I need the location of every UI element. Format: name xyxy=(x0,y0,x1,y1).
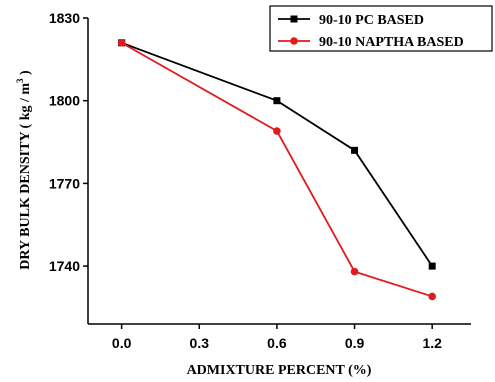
legend-box xyxy=(269,5,493,52)
legend-label-pc: 90-10 PC BASED xyxy=(319,13,424,28)
data-point-1 xyxy=(117,39,126,47)
legend-marker-pc xyxy=(290,15,298,23)
x-tick-label: 0.9 xyxy=(345,335,365,351)
y-tick-label: 1740 xyxy=(49,258,80,274)
data-point-1 xyxy=(273,127,281,135)
y-tick-label: 1770 xyxy=(49,175,80,191)
y-axis-title-main: DRY BULK DENSITY ( kg / m xyxy=(18,83,33,270)
series-line-0 xyxy=(121,41,433,267)
series-line-1 xyxy=(121,42,433,298)
y-axis-title-superscript: 3 xyxy=(15,78,25,83)
y-ticks: 1740 1770 1800 1830 xyxy=(49,10,88,274)
data-point-1 xyxy=(428,292,436,301)
x-tick-label: 1.2 xyxy=(422,335,442,351)
series-layer xyxy=(117,39,436,301)
y-axis-title: DRY BULK DENSITY ( kg / m3 ) xyxy=(15,70,33,270)
legend-label-naptha: 90-10 NAPTHA BASED xyxy=(319,35,464,50)
x-tick-label: 0.6 xyxy=(267,335,287,351)
y-tick-label: 1800 xyxy=(49,93,80,109)
data-point-0 xyxy=(351,146,359,154)
data-point-0 xyxy=(428,262,436,270)
x-axis-title: ADMIXTURE PERCENT (%) xyxy=(187,363,372,378)
legend: 90-10 PC BASED 90-10 NAPTHA BASED xyxy=(269,5,493,52)
plot-frame xyxy=(87,18,471,325)
x-tick-label: 0.3 xyxy=(190,335,210,351)
data-point-1 xyxy=(350,267,359,276)
x-ticks: 0.0 0.3 0.6 0.9 1.2 xyxy=(112,324,442,351)
y-tick-label: 1830 xyxy=(49,10,80,26)
data-point-0 xyxy=(273,97,281,105)
legend-marker-naptha xyxy=(290,37,298,45)
y-axis-title-end: ) xyxy=(18,70,33,79)
x-tick-label: 0.0 xyxy=(112,335,132,351)
